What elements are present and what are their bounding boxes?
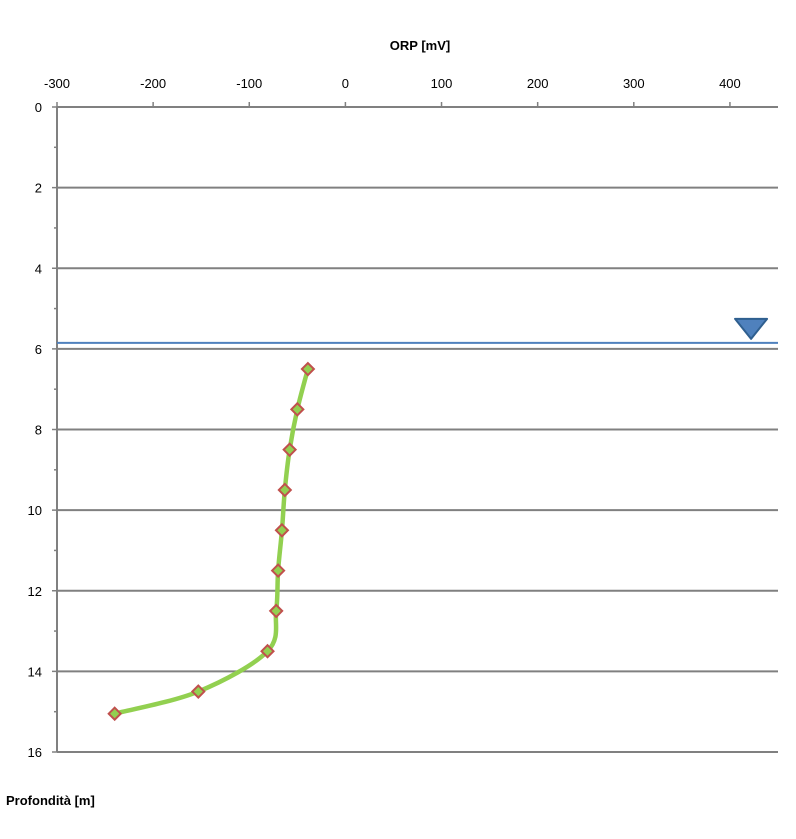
y-tick-label-4: 4 bbox=[35, 261, 42, 276]
y-tick-label-8: 8 bbox=[35, 423, 42, 438]
x-tick-label-100: 100 bbox=[431, 76, 453, 91]
x-tick-label--100: -100 bbox=[236, 76, 262, 91]
gridlines bbox=[57, 188, 778, 752]
x-tick-label--200: -200 bbox=[140, 76, 166, 91]
series-line bbox=[115, 369, 308, 714]
y-axis-title: Profondità [m] bbox=[6, 793, 95, 808]
data-point-3 bbox=[279, 484, 291, 496]
data-point-2 bbox=[284, 444, 296, 456]
data-point-5 bbox=[272, 565, 284, 577]
y-tick-label-16: 16 bbox=[28, 745, 42, 760]
y-tick-label-6: 6 bbox=[35, 342, 42, 357]
data-point-6 bbox=[270, 605, 282, 617]
x-axis-title: ORP [mV] bbox=[390, 38, 450, 53]
x-tick-label-0: 0 bbox=[342, 76, 349, 91]
data-point-4 bbox=[276, 524, 288, 536]
data-point-0 bbox=[302, 363, 314, 375]
y-tick-label-10: 10 bbox=[28, 503, 42, 518]
x-tick-label-200: 200 bbox=[527, 76, 549, 91]
water-level bbox=[57, 319, 778, 343]
water-level-marker bbox=[735, 319, 767, 339]
data-point-8 bbox=[192, 686, 204, 698]
data-point-9 bbox=[109, 708, 121, 720]
x-tick-label-300: 300 bbox=[623, 76, 645, 91]
y-tick-label-2: 2 bbox=[35, 181, 42, 196]
axes: -300 -200 -100 0 100 200 300 400 0 2 4 6 8 10 12 14 16 bbox=[28, 76, 778, 760]
series-orp bbox=[109, 363, 314, 720]
y-tick-label-12: 12 bbox=[28, 584, 42, 599]
data-point-1 bbox=[291, 403, 303, 415]
y-tick-label-0: 0 bbox=[35, 100, 42, 115]
y-tick-label-14: 14 bbox=[28, 664, 42, 679]
x-tick-label--300: -300 bbox=[44, 76, 70, 91]
x-tick-label-400: 400 bbox=[719, 76, 741, 91]
